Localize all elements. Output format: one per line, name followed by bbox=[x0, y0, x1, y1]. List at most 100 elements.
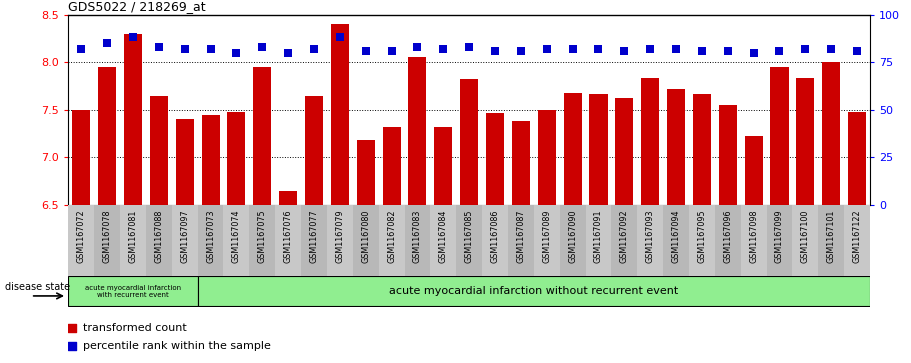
Text: GSM1167089: GSM1167089 bbox=[542, 210, 551, 263]
Text: GSM1167076: GSM1167076 bbox=[283, 210, 292, 263]
Point bbox=[276, 242, 291, 248]
Point bbox=[100, 40, 115, 46]
Bar bbox=[822, 62, 840, 205]
Text: GSM1167092: GSM1167092 bbox=[619, 210, 629, 264]
Bar bbox=[250, 205, 275, 299]
Bar bbox=[279, 191, 297, 205]
Bar bbox=[741, 205, 766, 299]
Point bbox=[74, 46, 88, 52]
Text: GSM1167082: GSM1167082 bbox=[387, 210, 396, 263]
Point bbox=[230, 50, 244, 56]
Point bbox=[694, 48, 709, 54]
Bar bbox=[201, 115, 220, 205]
Point bbox=[276, 79, 291, 85]
Bar bbox=[331, 24, 349, 205]
Bar bbox=[508, 205, 534, 299]
Bar bbox=[693, 94, 711, 205]
Point bbox=[487, 48, 502, 54]
Bar bbox=[430, 205, 456, 299]
Bar bbox=[771, 67, 789, 205]
Bar bbox=[766, 205, 793, 299]
Point bbox=[436, 46, 451, 52]
Bar bbox=[94, 205, 120, 299]
Bar bbox=[793, 205, 818, 299]
Text: GSM1167090: GSM1167090 bbox=[568, 210, 577, 263]
Bar bbox=[719, 105, 737, 205]
Bar bbox=[68, 277, 198, 306]
Text: GSM1167073: GSM1167073 bbox=[206, 210, 215, 263]
Bar bbox=[98, 67, 117, 205]
Bar bbox=[744, 136, 763, 205]
Text: GSM1167072: GSM1167072 bbox=[77, 210, 86, 264]
Bar bbox=[818, 205, 844, 299]
Bar bbox=[844, 205, 870, 299]
Text: GSM1167080: GSM1167080 bbox=[362, 210, 370, 263]
Point bbox=[281, 50, 295, 56]
Text: transformed count: transformed count bbox=[83, 323, 187, 333]
Text: acute myocardial infarction
with recurrent event: acute myocardial infarction with recurre… bbox=[85, 285, 181, 298]
Bar bbox=[228, 112, 245, 205]
Bar bbox=[223, 205, 250, 299]
Bar bbox=[72, 110, 90, 205]
Point bbox=[824, 46, 838, 52]
Text: GSM1167097: GSM1167097 bbox=[180, 210, 189, 264]
Point bbox=[333, 34, 347, 40]
Text: GSM1167079: GSM1167079 bbox=[335, 210, 344, 264]
Point bbox=[591, 46, 606, 52]
Bar bbox=[667, 89, 685, 205]
Text: GSM1167075: GSM1167075 bbox=[258, 210, 267, 264]
Text: disease state: disease state bbox=[5, 282, 69, 292]
Text: GSM1167074: GSM1167074 bbox=[232, 210, 241, 263]
Text: GSM1167084: GSM1167084 bbox=[439, 210, 448, 263]
Text: GSM1167085: GSM1167085 bbox=[465, 210, 474, 263]
Point bbox=[307, 46, 322, 52]
Bar bbox=[146, 205, 172, 299]
Point bbox=[617, 48, 631, 54]
Bar bbox=[456, 205, 482, 299]
Bar bbox=[435, 127, 453, 205]
Text: GSM1167101: GSM1167101 bbox=[826, 210, 835, 263]
Bar bbox=[408, 57, 426, 205]
Text: GSM1167086: GSM1167086 bbox=[490, 210, 499, 263]
Point bbox=[798, 46, 813, 52]
Point bbox=[566, 46, 580, 52]
Text: percentile rank within the sample: percentile rank within the sample bbox=[83, 341, 271, 351]
Text: GSM1167094: GSM1167094 bbox=[671, 210, 681, 263]
Point bbox=[203, 46, 218, 52]
Bar bbox=[460, 79, 478, 205]
Text: GSM1167122: GSM1167122 bbox=[853, 210, 862, 264]
Text: GSM1167098: GSM1167098 bbox=[749, 210, 758, 263]
Bar bbox=[305, 95, 323, 205]
Bar bbox=[611, 205, 638, 299]
Text: GSM1167078: GSM1167078 bbox=[103, 210, 112, 263]
Point bbox=[126, 34, 140, 40]
Bar bbox=[615, 98, 633, 205]
Bar bbox=[198, 277, 870, 306]
Bar bbox=[586, 205, 611, 299]
Bar bbox=[253, 67, 271, 205]
Point bbox=[462, 44, 476, 50]
Point bbox=[746, 50, 761, 56]
Bar bbox=[198, 205, 223, 299]
Text: GSM1167100: GSM1167100 bbox=[801, 210, 810, 263]
Bar bbox=[383, 127, 401, 205]
Text: GSM1167091: GSM1167091 bbox=[594, 210, 603, 263]
Point bbox=[721, 48, 735, 54]
Point bbox=[643, 46, 658, 52]
Bar bbox=[537, 110, 556, 205]
Bar bbox=[353, 205, 379, 299]
Bar bbox=[149, 95, 168, 205]
Text: GSM1167081: GSM1167081 bbox=[128, 210, 138, 263]
Text: GSM1167095: GSM1167095 bbox=[698, 210, 706, 264]
Text: GSM1167088: GSM1167088 bbox=[154, 210, 163, 263]
Bar bbox=[404, 205, 430, 299]
Bar bbox=[689, 205, 715, 299]
Bar bbox=[512, 121, 530, 205]
Bar bbox=[327, 205, 353, 299]
Text: GSM1167083: GSM1167083 bbox=[413, 210, 422, 263]
Text: GSM1167099: GSM1167099 bbox=[775, 210, 784, 264]
Bar bbox=[357, 140, 374, 205]
Bar bbox=[534, 205, 559, 299]
Text: GSM1167096: GSM1167096 bbox=[723, 210, 732, 263]
Bar bbox=[848, 112, 866, 205]
